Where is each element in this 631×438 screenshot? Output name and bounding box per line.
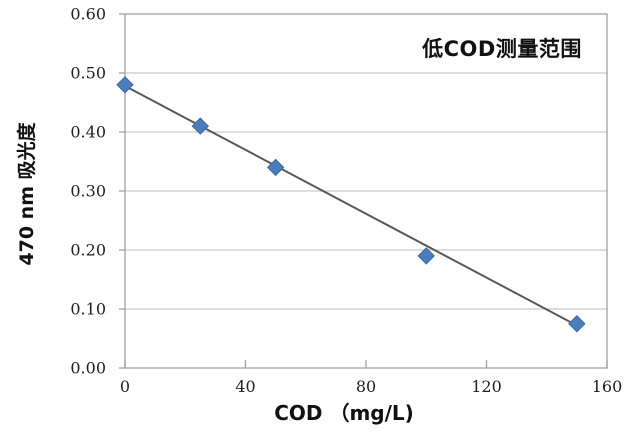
data-point bbox=[116, 76, 134, 94]
y-tick-label: 0.50 bbox=[70, 64, 106, 83]
data-point bbox=[417, 247, 435, 265]
chart-annotation: 低COD测量范围 bbox=[422, 37, 582, 61]
x-axis-title: COD （mg/L) bbox=[274, 401, 414, 425]
trend-line bbox=[124, 85, 578, 327]
data-point bbox=[191, 117, 210, 135]
y-tick-label: 0.60 bbox=[70, 5, 106, 24]
y-tick-label: 0.40 bbox=[70, 123, 106, 142]
x-tick-label: 120 bbox=[471, 377, 502, 396]
y-tick-label: 0.20 bbox=[70, 241, 106, 260]
y-tick-label: 0.30 bbox=[70, 182, 106, 201]
y-axis-title: 470 nm 吸光度 bbox=[16, 122, 38, 266]
x-tick-label: 40 bbox=[235, 377, 255, 396]
x-tick-label: 160 bbox=[592, 377, 623, 396]
y-tick-label: 0.00 bbox=[70, 359, 106, 378]
data-point bbox=[266, 158, 285, 177]
x-tick-label: 0 bbox=[120, 377, 130, 396]
data-point bbox=[568, 315, 586, 333]
x-tick-label: 80 bbox=[356, 377, 376, 396]
y-tick-label: 0.10 bbox=[70, 300, 106, 319]
